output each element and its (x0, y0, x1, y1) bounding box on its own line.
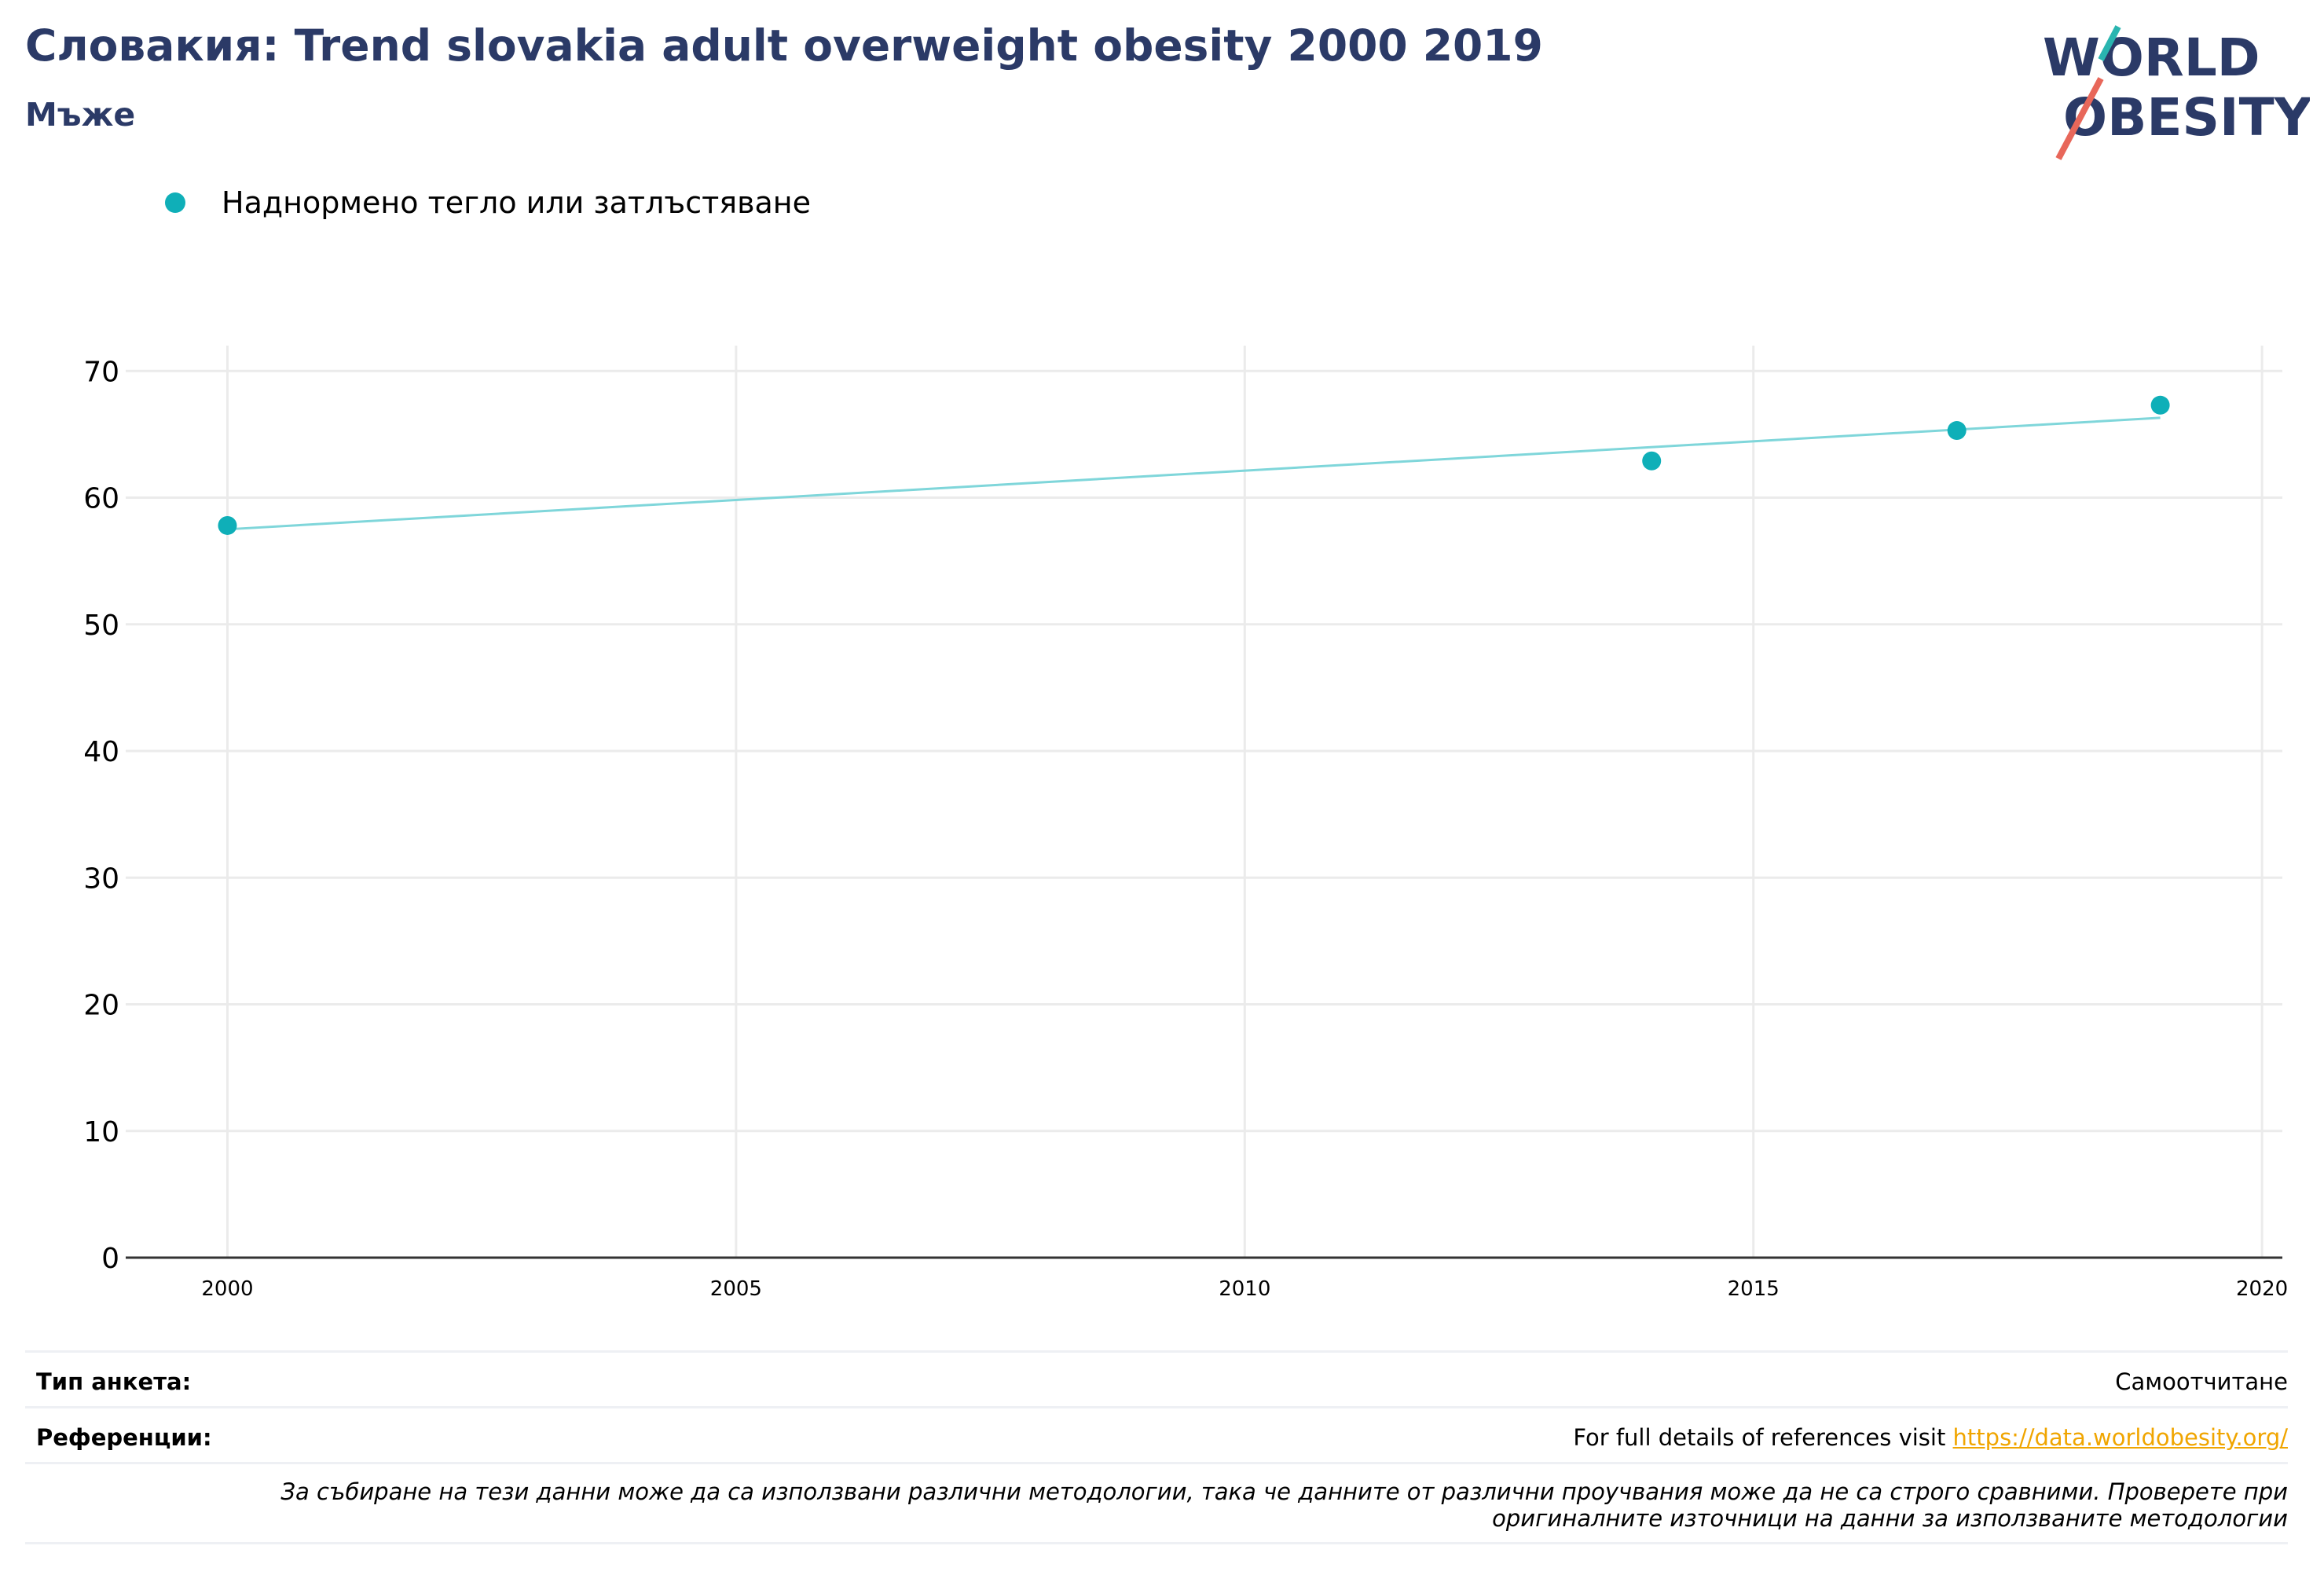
legend: Наднормено тегло или затлъстяване (165, 185, 811, 220)
grid (126, 346, 2282, 1258)
data-point (2150, 395, 2170, 415)
footer-divider (25, 1542, 2288, 1544)
survey-type-value: Самоотчитане (2115, 1368, 2288, 1395)
footer-divider (25, 1406, 2288, 1408)
y-tick-label: 40 (83, 736, 119, 768)
logo-line2: OBESITY (2063, 87, 2310, 148)
x-tick-label: 2005 (710, 1277, 762, 1301)
x-tick-label: 2015 (1728, 1277, 1780, 1301)
trendline (227, 416, 2161, 531)
y-tick-label: 30 (83, 863, 119, 895)
footer-divider (25, 1462, 2288, 1464)
references-link[interactable]: https://data.worldobesity.org/ (1952, 1424, 2288, 1451)
x-tick-label: 2020 (2236, 1277, 2288, 1301)
data-point (218, 515, 237, 535)
references-text: For full details of references visit (1573, 1424, 1953, 1451)
y-tick-label: 10 (83, 1116, 119, 1148)
axis: 0 10 20 30 40 50 60 70 2000 2005 2010 2015 2020 (83, 356, 2288, 1301)
page-title: Словакия: Trend slovakia adult overweigh… (25, 20, 1543, 71)
logo-line1: WORLD (2043, 27, 2260, 88)
references-label: Референции: (36, 1424, 212, 1451)
x-tick-label: 2000 (201, 1277, 253, 1301)
footer-divider (25, 1350, 2288, 1353)
methodology-note: За събиране на тези данни може да са изп… (280, 1478, 2288, 1532)
legend-label: Наднормено тегло или затлъстяване (222, 185, 811, 220)
world-obesity-logo: WORLD OBESITY (2043, 25, 2310, 160)
logo-slash-red (2055, 77, 2104, 160)
chart: 0 10 20 30 40 50 60 70 2000 2005 2010 2015 2020 (83, 346, 2288, 1301)
references-value: For full details of references visit htt… (1573, 1424, 2288, 1451)
data-point (1642, 451, 1662, 471)
data-points (218, 395, 2170, 535)
y-tick-label: 50 (83, 610, 119, 642)
legend-marker (165, 192, 185, 213)
trendline-segment (227, 416, 2161, 531)
y-tick-label: 20 (83, 990, 119, 1022)
y-tick-label: 60 (83, 483, 119, 515)
data-point (1947, 421, 1967, 441)
y-tick-label: 70 (83, 356, 119, 388)
y-tick-label: 0 (101, 1243, 119, 1275)
logo-slash-teal (2098, 25, 2121, 61)
survey-type-label: Тип анкета: (36, 1368, 192, 1395)
page-subtitle: Мъже (25, 96, 136, 134)
x-tick-label: 2010 (1219, 1277, 1270, 1301)
